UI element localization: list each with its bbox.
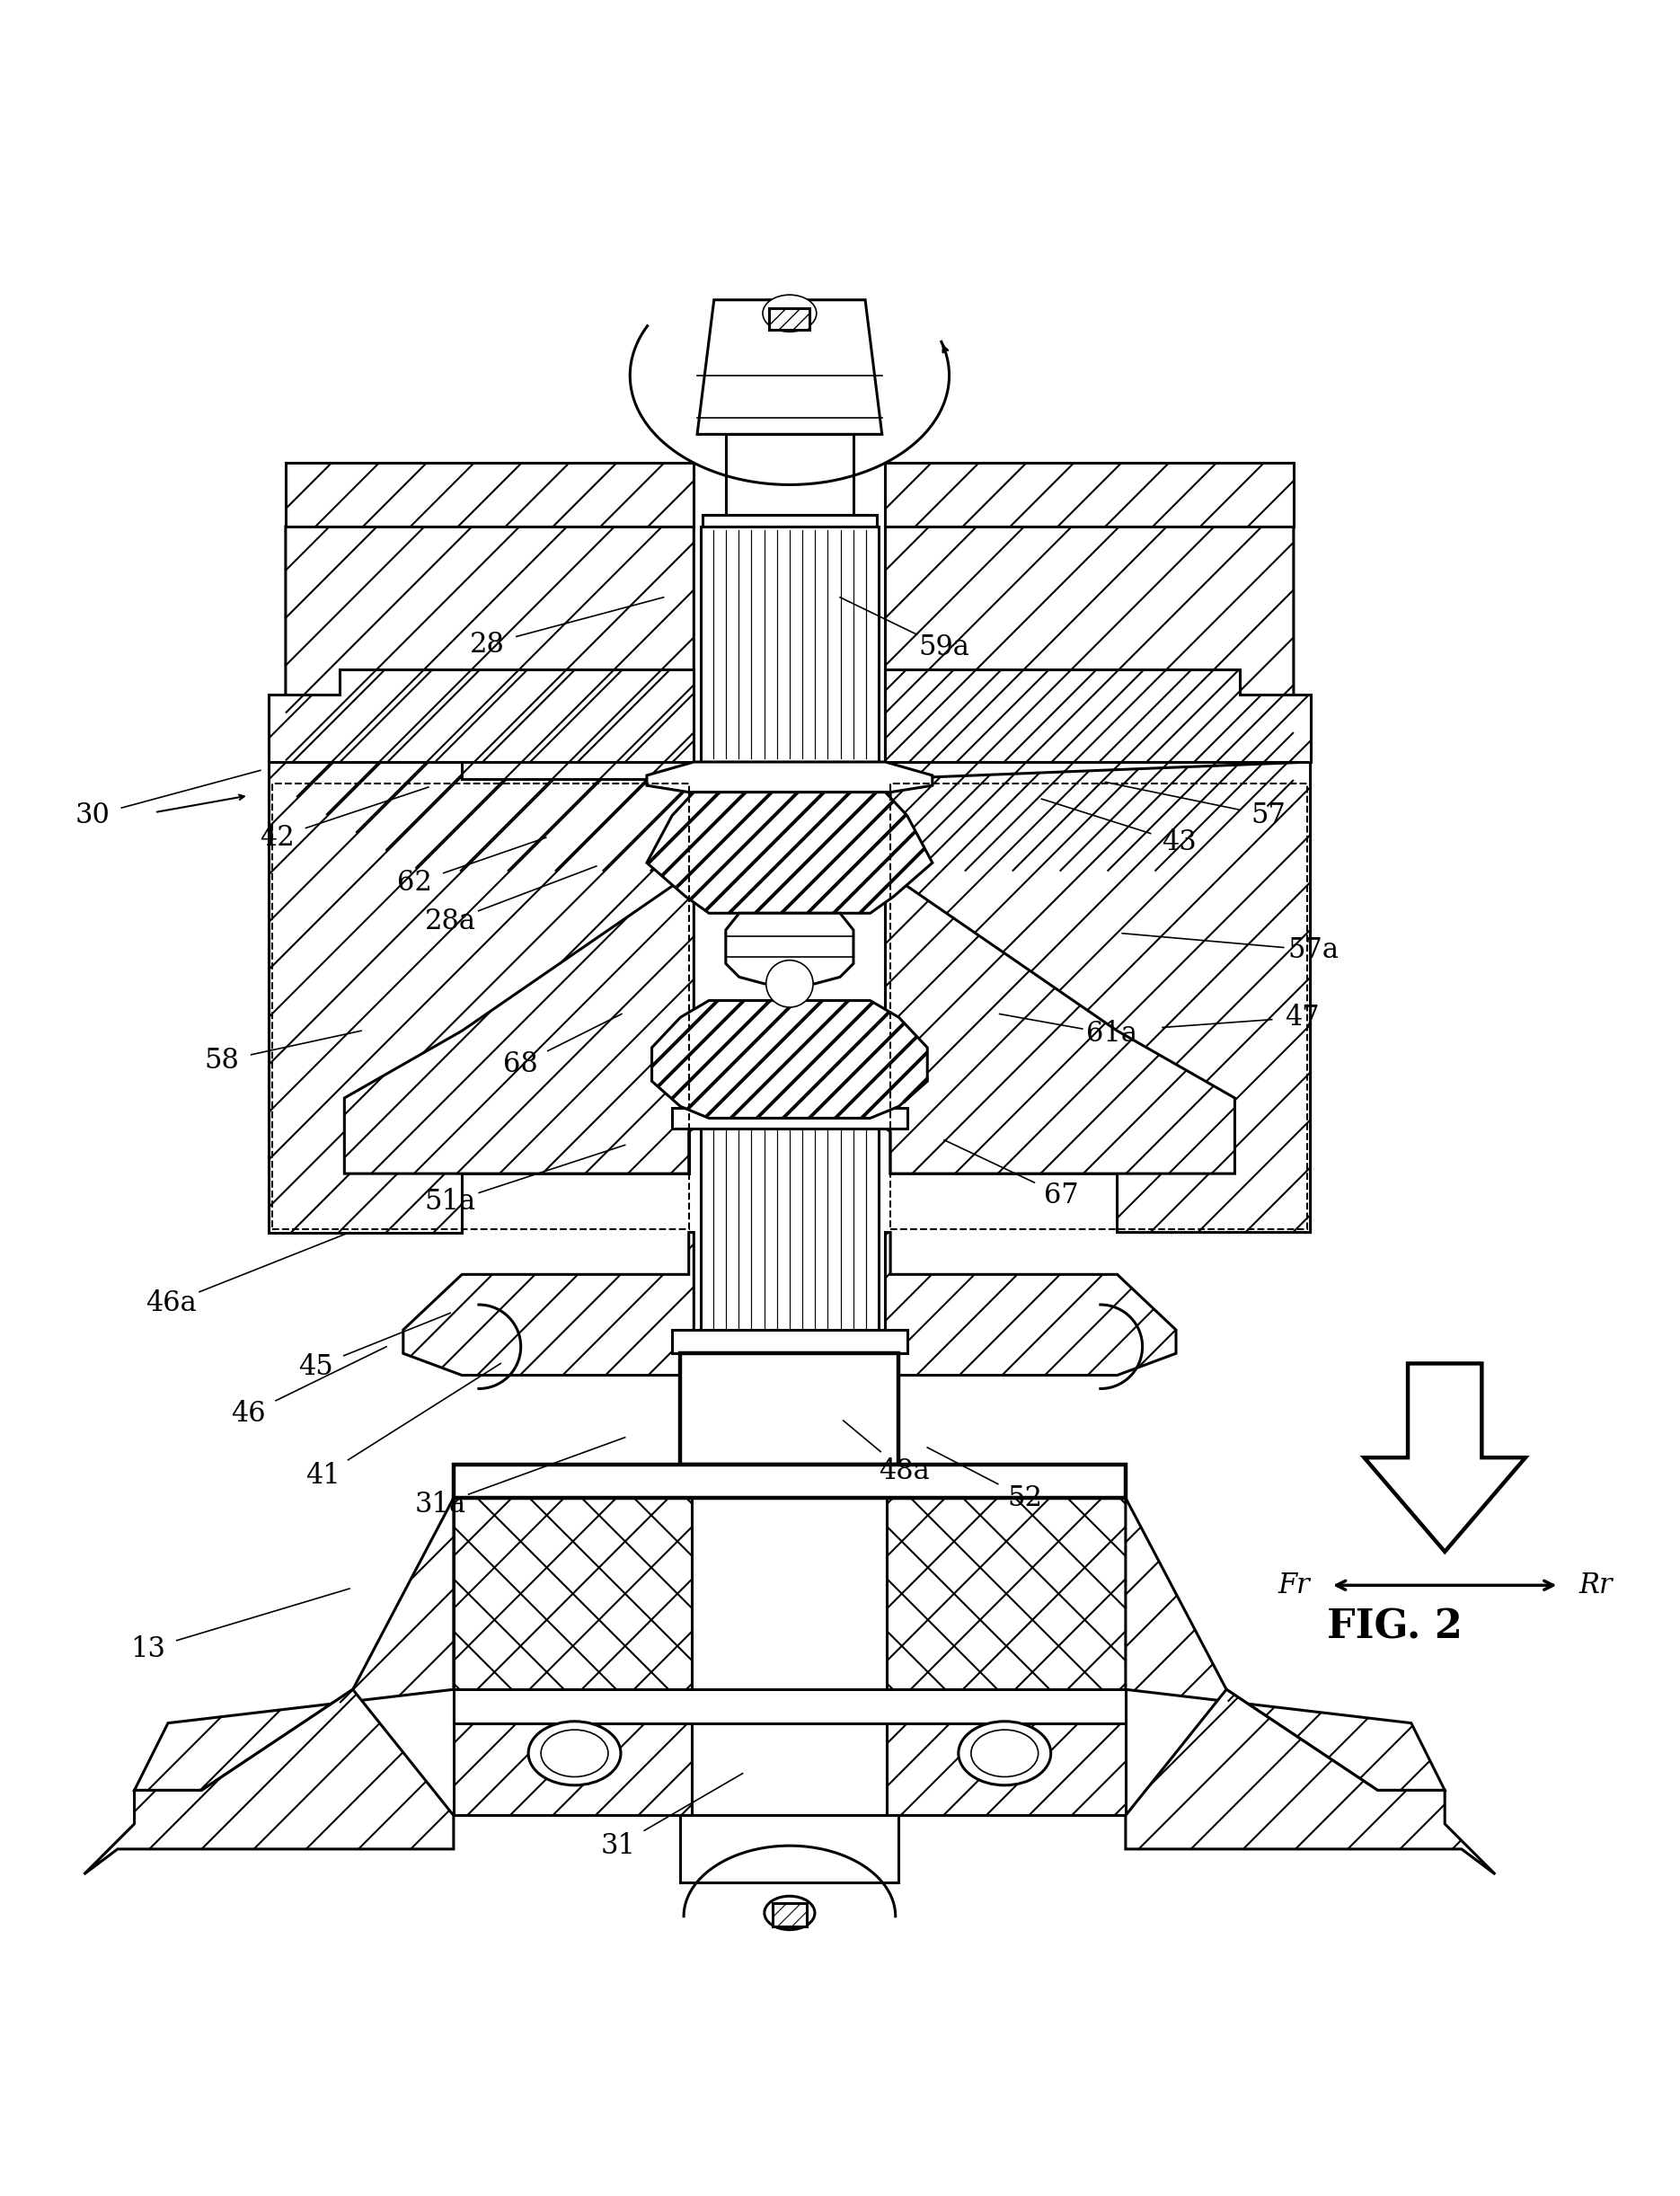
Text: 43: 43 — [1163, 828, 1196, 856]
Text: FIG. 2: FIG. 2 — [1327, 1607, 1462, 1647]
Polygon shape — [647, 762, 932, 793]
Polygon shape — [773, 1904, 806, 1926]
Polygon shape — [647, 793, 932, 914]
Ellipse shape — [958, 1722, 1052, 1785]
Polygon shape — [890, 762, 1310, 1232]
Polygon shape — [697, 301, 882, 435]
Polygon shape — [726, 914, 853, 984]
Polygon shape — [1126, 1689, 1495, 1873]
Text: Rr: Rr — [1579, 1572, 1613, 1599]
Polygon shape — [286, 463, 694, 527]
Text: 45: 45 — [299, 1353, 333, 1381]
Polygon shape — [84, 1689, 454, 1873]
Text: 68: 68 — [504, 1050, 538, 1078]
Text: 30: 30 — [76, 802, 109, 830]
Polygon shape — [269, 762, 689, 1232]
Polygon shape — [885, 463, 1294, 527]
Ellipse shape — [541, 1730, 608, 1777]
Bar — [680, 1353, 899, 1465]
Text: 46a: 46a — [146, 1289, 197, 1318]
Text: 62: 62 — [398, 870, 432, 896]
Polygon shape — [403, 1232, 694, 1375]
Polygon shape — [885, 527, 1294, 872]
Polygon shape — [1364, 1364, 1525, 1553]
Polygon shape — [885, 793, 1235, 1173]
Polygon shape — [344, 793, 694, 1173]
Ellipse shape — [971, 1730, 1038, 1777]
Text: 51a: 51a — [425, 1188, 475, 1217]
Text: 48a: 48a — [879, 1458, 929, 1484]
Text: 47: 47 — [1285, 1004, 1319, 1032]
Polygon shape — [286, 527, 694, 872]
Polygon shape — [885, 1232, 1176, 1375]
Polygon shape — [134, 1498, 454, 1790]
Text: 13: 13 — [131, 1636, 165, 1662]
Bar — [272, 784, 689, 1230]
Polygon shape — [269, 670, 694, 762]
Ellipse shape — [528, 1722, 620, 1785]
Text: 57: 57 — [1252, 802, 1285, 830]
Text: 57a: 57a — [1289, 935, 1339, 964]
Text: 58: 58 — [205, 1047, 239, 1076]
Text: 46: 46 — [232, 1401, 265, 1427]
Text: Fr: Fr — [1278, 1572, 1310, 1599]
Text: 31: 31 — [601, 1831, 635, 1860]
Polygon shape — [885, 670, 1310, 762]
Polygon shape — [887, 1689, 1126, 1816]
Bar — [680, 1816, 899, 1882]
Text: 41: 41 — [306, 1463, 339, 1489]
Text: 28: 28 — [470, 630, 504, 659]
Polygon shape — [769, 307, 810, 329]
Bar — [454, 1465, 1126, 1498]
Polygon shape — [1126, 1498, 1445, 1790]
Ellipse shape — [764, 1895, 815, 1930]
Polygon shape — [454, 1689, 692, 1816]
Bar — [702, 514, 877, 527]
Text: 31a: 31a — [415, 1491, 465, 1520]
Ellipse shape — [763, 294, 816, 332]
Text: 42: 42 — [260, 824, 294, 852]
Bar — [701, 527, 879, 762]
Polygon shape — [454, 1498, 692, 1689]
Bar — [890, 784, 1307, 1230]
Bar — [726, 435, 853, 514]
Bar — [672, 1109, 907, 1129]
Polygon shape — [652, 1001, 927, 1118]
Polygon shape — [887, 1498, 1126, 1689]
Text: 28a: 28a — [425, 907, 475, 935]
Bar — [454, 1689, 1126, 1724]
Text: 61a: 61a — [1087, 1021, 1137, 1047]
Text: 67: 67 — [1045, 1181, 1079, 1210]
Circle shape — [766, 960, 813, 1008]
Bar — [672, 1331, 907, 1353]
Text: 59a: 59a — [919, 635, 969, 661]
Bar — [701, 1118, 879, 1353]
Text: 52: 52 — [1008, 1484, 1042, 1511]
